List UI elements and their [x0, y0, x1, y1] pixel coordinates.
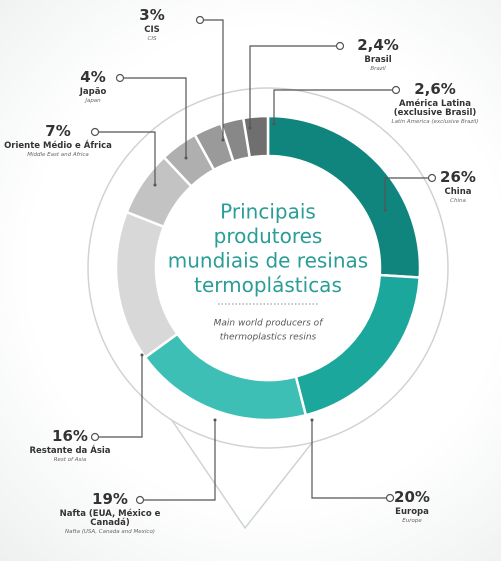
segment-label: 4% Japão Japan [33, 68, 153, 104]
leader-line [140, 420, 216, 501]
category-label: Restante da Ásia [29, 445, 111, 456]
segment-label: 7% Oriente Médio e África Middle East and … [0, 122, 118, 158]
leader-end [310, 418, 314, 422]
segment-label: 19% Nafta (EUA, México e Canadá) Nafta (US… [50, 490, 170, 535]
value-label: 26% [440, 168, 476, 186]
chart-title: Principais [220, 200, 316, 224]
value-label: 16% [52, 427, 88, 445]
leader-marker [195, 15, 205, 25]
category-label: Brasil [364, 54, 392, 65]
leader-end [184, 156, 188, 160]
category-label: Nafta (EUA, México e Canadá) [59, 508, 161, 528]
value-label: 20% [394, 488, 430, 506]
value-label: 19% [92, 490, 128, 508]
leader-end [272, 122, 276, 126]
chart-subtitle: thermoplastics resins [220, 333, 317, 343]
leader-end [221, 138, 225, 142]
leader-end [383, 208, 387, 212]
segment-label: 3% CIS CIS [92, 6, 212, 42]
value-label: 7% [45, 122, 71, 140]
value-label: 2,6% [414, 80, 456, 98]
leader-marker [90, 432, 100, 442]
leader-marker [427, 173, 437, 183]
leader-line [95, 131, 156, 185]
category-label-en: Japan [85, 97, 101, 104]
category-label-en: Rest of Asia [53, 456, 87, 463]
leader-end [213, 418, 217, 422]
leader-line [200, 19, 224, 140]
category-label: Europa [395, 506, 429, 517]
category-label: América Latina (exclusive Brasil) [393, 98, 477, 118]
leader-end [140, 353, 144, 357]
category-label-en: CIS [147, 35, 157, 42]
category-label: Oriente Médio e África [4, 140, 112, 151]
segment-label: 2,6% América Latina (exclusive Brasil) Lat… [375, 80, 495, 125]
leader-line [273, 89, 396, 124]
category-label: China [444, 186, 472, 197]
leader-marker [115, 73, 125, 83]
leader-line [95, 355, 143, 438]
chart-title: mundiais de resinas [168, 249, 368, 273]
category-label: Japão [79, 86, 107, 97]
leader-marker [335, 41, 345, 51]
leader-line [249, 45, 340, 128]
leader-line [120, 77, 187, 158]
leader-end [153, 183, 157, 187]
segment-label: 16% Restante da Ásia Rest of Asia [10, 427, 130, 463]
leader-marker [391, 85, 401, 95]
leader-line [311, 420, 390, 499]
value-label: 3% [139, 6, 165, 24]
segment-label: 26% China China [398, 168, 501, 204]
leader-marker [90, 127, 100, 137]
category-label-en: China [450, 197, 466, 204]
segment-label: 20% Europa Europe [352, 488, 472, 524]
segment-label: 2,4% Brasil Brazil [318, 36, 438, 72]
leader-line [384, 177, 432, 210]
chart-subtitle: Main world producers of [214, 319, 325, 329]
category-label-en: Latin America (exclusive Brazil) [391, 118, 479, 125]
category-label: CIS [144, 24, 160, 35]
category-label-en: Middle East and Africa [27, 151, 89, 158]
category-label-en: Nafta (USA, Canada and Mexico) [65, 528, 155, 535]
chart-title: termoplásticas [194, 273, 342, 297]
chart-title: produtores [214, 224, 323, 248]
value-label: 4% [80, 68, 106, 86]
leader-marker [385, 493, 395, 503]
value-label: 2,4% [357, 36, 399, 54]
category-label-en: Europe [402, 517, 422, 524]
leader-end [248, 126, 252, 130]
leader-marker [135, 495, 145, 505]
category-label-en: Brazil [370, 65, 386, 72]
